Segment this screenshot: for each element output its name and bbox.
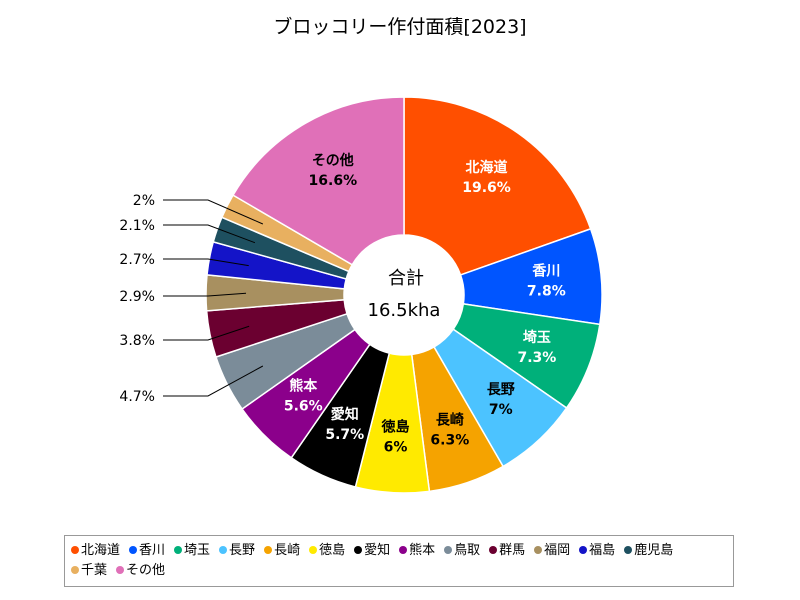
center-label: 合計 (388, 268, 424, 289)
legend-item: 香川 (129, 541, 165, 561)
legend-label: 鳥取 (454, 543, 481, 558)
slice-name-label: 徳島 (380, 419, 409, 436)
slice-percent-label: 6% (384, 440, 408, 456)
legend-dot-icon (116, 565, 125, 574)
legend-label: 埼玉 (184, 543, 211, 558)
legend-item: 福岡 (534, 541, 570, 561)
legend-item: 長野 (219, 541, 255, 561)
slice-name-label: 熊本 (289, 378, 318, 395)
slice-北海道 (403, 96, 592, 276)
legend-item: 千葉 (71, 561, 107, 581)
slice-その他 (232, 96, 405, 266)
slice-percent-label: 19.6% (462, 180, 511, 196)
legend-label: 熊本 (409, 543, 436, 558)
legend-label: 長野 (229, 543, 256, 558)
callout-percent-label: 3.8% (119, 333, 155, 349)
callout-percent-label: 4.7% (119, 389, 155, 405)
callout-line (163, 325, 250, 341)
slice-percent-label: 16.6% (309, 173, 358, 189)
slice-name-label: 長野 (487, 382, 515, 398)
legend-label: 香川 (139, 543, 166, 558)
legend-dot-icon (489, 545, 498, 554)
slice-name-label: 長崎 (436, 411, 464, 428)
legend-item: 徳島 (309, 541, 345, 561)
slice-name-label: その他 (312, 152, 354, 169)
callout-percent-label: 2.9% (119, 289, 155, 305)
slice-name-label: 北海道 (466, 159, 508, 176)
slice-percent-label: 7.8% (527, 283, 566, 299)
legend-item: 鹿児島 (624, 541, 673, 561)
legend-item: 北海道 (71, 541, 120, 561)
legend-label: 福島 (589, 543, 616, 558)
callout-line (163, 199, 264, 225)
slice-percent-label: 6.3% (430, 432, 469, 448)
legend-item: 愛知 (354, 541, 390, 561)
slice-percent-label: 7% (489, 402, 513, 418)
legend-label: 千葉 (81, 563, 108, 578)
callout-line (163, 258, 249, 267)
legend-item: 福島 (579, 541, 615, 561)
legend-label: 長崎 (274, 543, 301, 558)
legend-label: 徳島 (319, 543, 346, 558)
legend-label: 福岡 (544, 543, 571, 558)
legend-dot-icon (71, 545, 79, 554)
legend-dot-icon (129, 545, 138, 554)
legend-dot-icon (534, 545, 543, 554)
legend-dot-icon (579, 545, 588, 554)
legend-item: 鳥取 (444, 541, 480, 561)
legend-item: 長崎 (264, 541, 300, 561)
slice-name-label: 埼玉 (523, 329, 551, 346)
legend-item: 埼玉 (174, 541, 210, 561)
legend-dot-icon (444, 545, 453, 554)
chart-legend: 北海道 香川 埼玉 長野 長崎 徳島 愛知 熊本 鳥取 群馬 福岡 福島 鹿児島千葉 その他 (64, 535, 734, 587)
callout-line (163, 292, 247, 297)
legend-label: 鹿児島 (634, 543, 674, 558)
legend-dot-icon (71, 565, 79, 574)
slice-name-label: 香川 (531, 262, 560, 279)
legend-item: 熊本 (399, 541, 435, 561)
legend-dot-icon (309, 545, 318, 554)
legend-item: その他 (116, 561, 165, 581)
chart-title: ブロッコリー作付面積[2023] (273, 15, 526, 38)
legend-dot-icon (219, 545, 228, 554)
legend-dot-icon (624, 545, 633, 554)
callout-percent-label: 2.7% (119, 252, 155, 268)
legend-dot-icon (354, 545, 363, 554)
center-total: 16.5kha (368, 300, 441, 321)
legend-label: 北海道 (81, 543, 121, 558)
legend-dot-icon (174, 545, 183, 554)
callout-line (163, 224, 256, 244)
slice-percent-label: 5.6% (284, 399, 323, 415)
legend-label: その他 (126, 563, 166, 578)
slice-name-label: 愛知 (331, 406, 359, 423)
legend-dot-icon (399, 545, 408, 554)
legend-dot-icon (264, 545, 273, 554)
legend-label: 愛知 (364, 543, 391, 558)
callout-line (163, 365, 264, 397)
callout-percent-label: 2% (133, 193, 155, 209)
slice-percent-label: 7.3% (517, 350, 556, 366)
legend-item: 群馬 (489, 541, 525, 561)
donut-chart: ブロッコリー作付面積[2023] 4.7%3.8%2.9%2.7%2.1%2% … (119, 15, 603, 494)
slice-percent-label: 5.7% (325, 427, 364, 443)
callout-percent-label: 2.1% (119, 218, 155, 234)
legend-label: 群馬 (499, 543, 526, 558)
